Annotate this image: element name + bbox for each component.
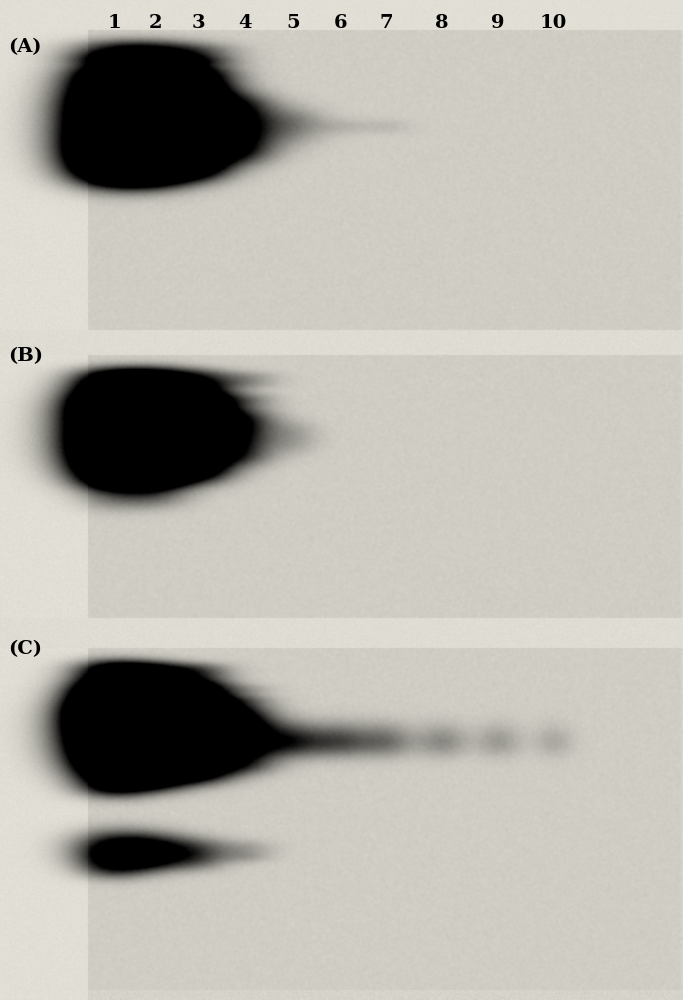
Text: (B): (B): [8, 347, 43, 365]
Text: 1: 1: [107, 14, 121, 32]
Text: (C): (C): [8, 640, 42, 658]
Text: 8: 8: [435, 14, 449, 32]
Text: 2: 2: [148, 14, 162, 32]
Text: 9: 9: [491, 14, 505, 32]
Text: (A): (A): [8, 38, 42, 56]
Text: 7: 7: [379, 14, 393, 32]
Text: 3: 3: [191, 14, 205, 32]
Text: 10: 10: [540, 14, 567, 32]
Text: 4: 4: [238, 14, 252, 32]
Text: 5: 5: [286, 14, 300, 32]
Text: 6: 6: [334, 14, 348, 32]
